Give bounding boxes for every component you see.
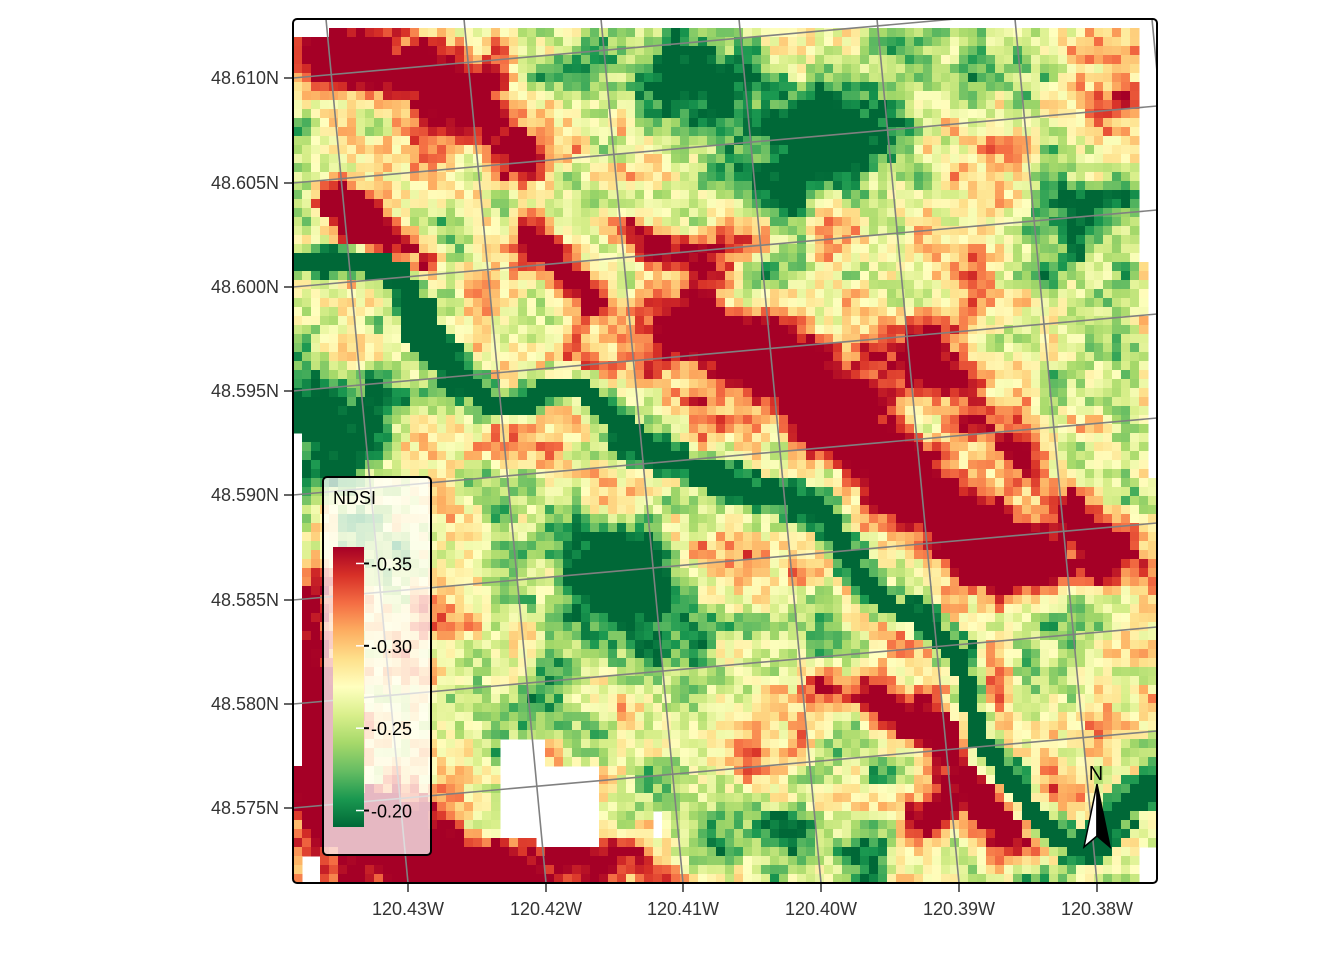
- north-arrow: N: [1082, 763, 1112, 849]
- legend-title: NDSI: [333, 488, 376, 508]
- lon-label: 120.39W: [923, 899, 995, 919]
- lon-label: 120.42W: [510, 899, 582, 919]
- graticule-latitude-line: [293, 522, 1157, 601]
- legend-label: -0.20: [371, 802, 412, 822]
- graticule-longitude-line: [876, 19, 960, 883]
- graticule: [293, 19, 1157, 883]
- graticule-latitude-line: [293, 417, 1157, 496]
- lat-label: 48.575N: [211, 798, 279, 818]
- latitude-axis: 48.610N 48.605N 48.600N 48.595N 48.590N …: [211, 68, 292, 818]
- graticule-longitude-line: [1151, 19, 1157, 883]
- legend-label: -0.30: [371, 637, 412, 657]
- lat-label: 48.605N: [211, 173, 279, 193]
- lon-label: 120.38W: [1061, 899, 1133, 919]
- lon-label: 120.40W: [785, 899, 857, 919]
- lat-label: 48.580N: [211, 694, 279, 714]
- map-panel-border: [292, 18, 1158, 884]
- graticule-latitude-line: [293, 626, 1157, 705]
- graticule-latitude-line: [293, 105, 1157, 184]
- graticule-latitude-line: [293, 313, 1157, 392]
- lat-label: 48.610N: [211, 68, 279, 88]
- lon-label: 120.43W: [372, 899, 444, 919]
- legend: NDSI -0.35 -0.30 -0.25 -0.20: [322, 476, 432, 856]
- graticule-latitude-line: [293, 730, 1157, 809]
- graticule-latitude-line: [293, 209, 1157, 288]
- graticule-longitude-line: [463, 19, 547, 883]
- legend-ticks: -0.35 -0.30 -0.25 -0.20: [356, 554, 412, 822]
- map-panel[interactable]: [293, 1, 1234, 884]
- legend-label: -0.35: [371, 554, 412, 574]
- legend-colorbar: [333, 547, 364, 827]
- legend-label: -0.25: [371, 719, 412, 739]
- north-label: N: [1089, 763, 1103, 785]
- lat-label: 48.600N: [211, 277, 279, 297]
- lat-label: 48.595N: [211, 381, 279, 401]
- lat-label: 48.585N: [211, 590, 279, 610]
- lat-label: 48.590N: [211, 485, 279, 505]
- north-arrow-right-icon: [1096, 783, 1112, 849]
- longitude-axis: 120.43W 120.42W 120.41W 120.40W 120.39W …: [372, 884, 1133, 919]
- graticule-latitude-line: [293, 19, 1157, 79]
- graticule-longitude-line: [738, 19, 822, 883]
- graticule-longitude-line: [600, 19, 684, 883]
- graticule-longitude-line: [1014, 19, 1098, 883]
- lon-label: 120.41W: [647, 899, 719, 919]
- ndsi-raster: [293, 28, 1157, 883]
